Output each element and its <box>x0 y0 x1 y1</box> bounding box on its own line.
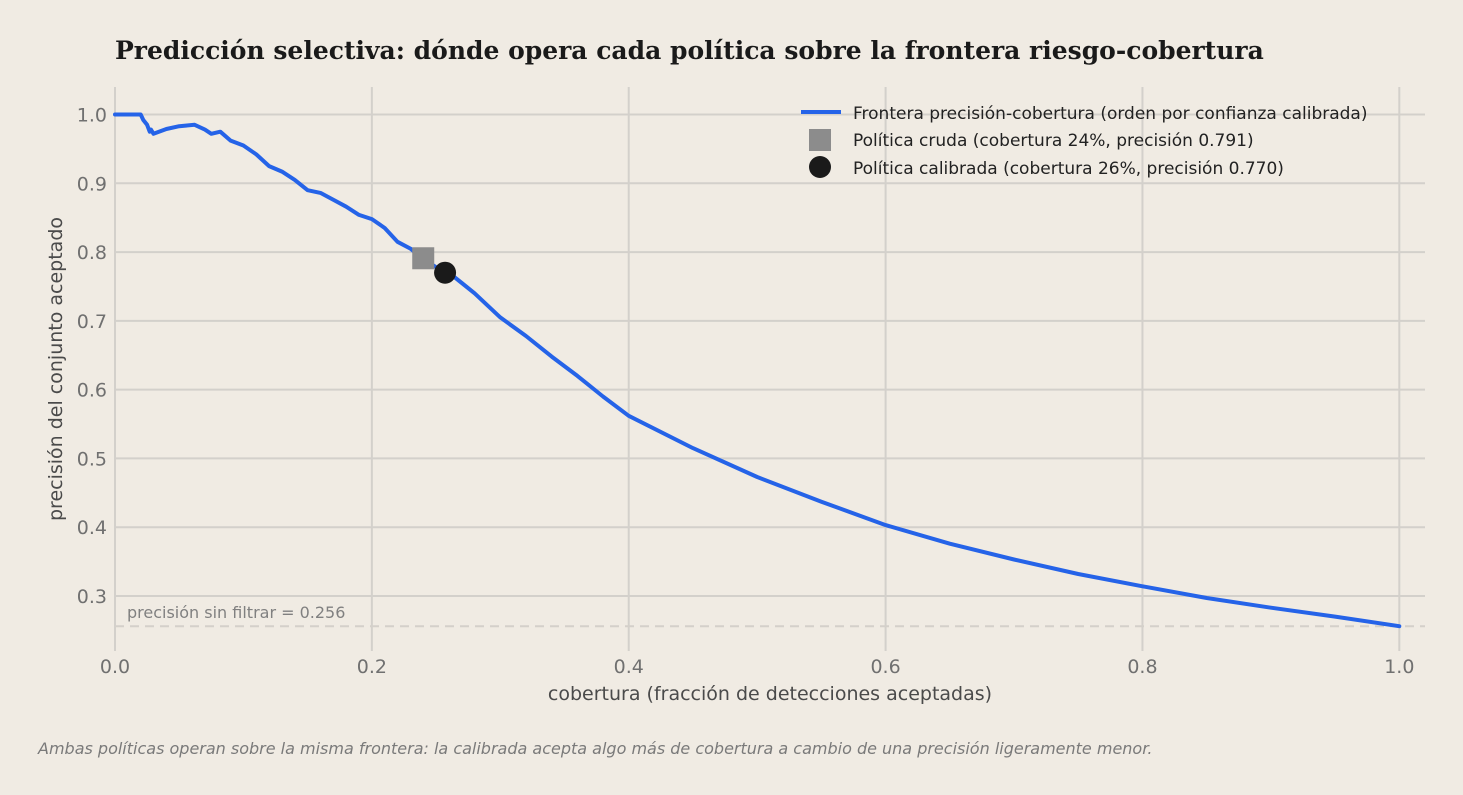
raw-policy-point <box>412 247 435 270</box>
series-layer <box>113 112 1402 629</box>
x-tick-label: 0.6 <box>870 656 900 678</box>
x-tick-label: 1.0 <box>1384 656 1414 678</box>
frontier-line <box>113 112 1402 629</box>
legend: Frontera precisión-cobertura (orden por … <box>801 104 1367 179</box>
chart-caption: Ambas políticas operan sobre la misma fr… <box>37 739 1152 758</box>
chart-title: Predicción selectiva: dónde opera cada p… <box>115 36 1264 65</box>
y-tick-label: 0.9 <box>77 173 107 195</box>
calibrated-policy-point <box>434 261 457 284</box>
y-tick-label: 0.7 <box>77 311 107 333</box>
y-tick-label: 0.5 <box>77 448 107 470</box>
y-tick-label: 0.4 <box>77 517 107 539</box>
y-axis-label: precisión del conjunto aceptado <box>45 217 67 521</box>
x-tick-label: 0.8 <box>1127 656 1157 678</box>
y-tick-label: 0.6 <box>77 380 107 402</box>
x-tick-label: 0.4 <box>614 656 644 678</box>
x-tick-label: 0.0 <box>100 656 130 678</box>
legend-label-frontier: Frontera precisión-cobertura (orden por … <box>853 104 1367 124</box>
x-tick-label: 0.2 <box>357 656 387 678</box>
legend-square-swatch <box>809 129 831 151</box>
grid <box>114 87 1425 651</box>
legend-label-calibrated: Política calibrada (cobertura 26%, preci… <box>853 159 1284 179</box>
y-tick-label: 0.8 <box>77 242 107 264</box>
baseline-label: precisión sin filtrar = 0.256 <box>127 603 345 622</box>
x-axis-label: cobertura (fracción de detecciones acept… <box>548 683 992 705</box>
y-tick-label: 1.0 <box>77 105 107 127</box>
y-tick-label: 0.3 <box>77 586 107 608</box>
legend-circle-swatch <box>809 156 831 178</box>
policy-points <box>412 247 457 284</box>
legend-label-raw: Política cruda (cobertura 24%, precisión… <box>853 131 1254 151</box>
tick-labels: 0.0 0.2 0.4 0.6 0.8 1.0 0.3 0.4 0.5 0.6 0.7 0.8 0.9 1… <box>77 105 1415 678</box>
